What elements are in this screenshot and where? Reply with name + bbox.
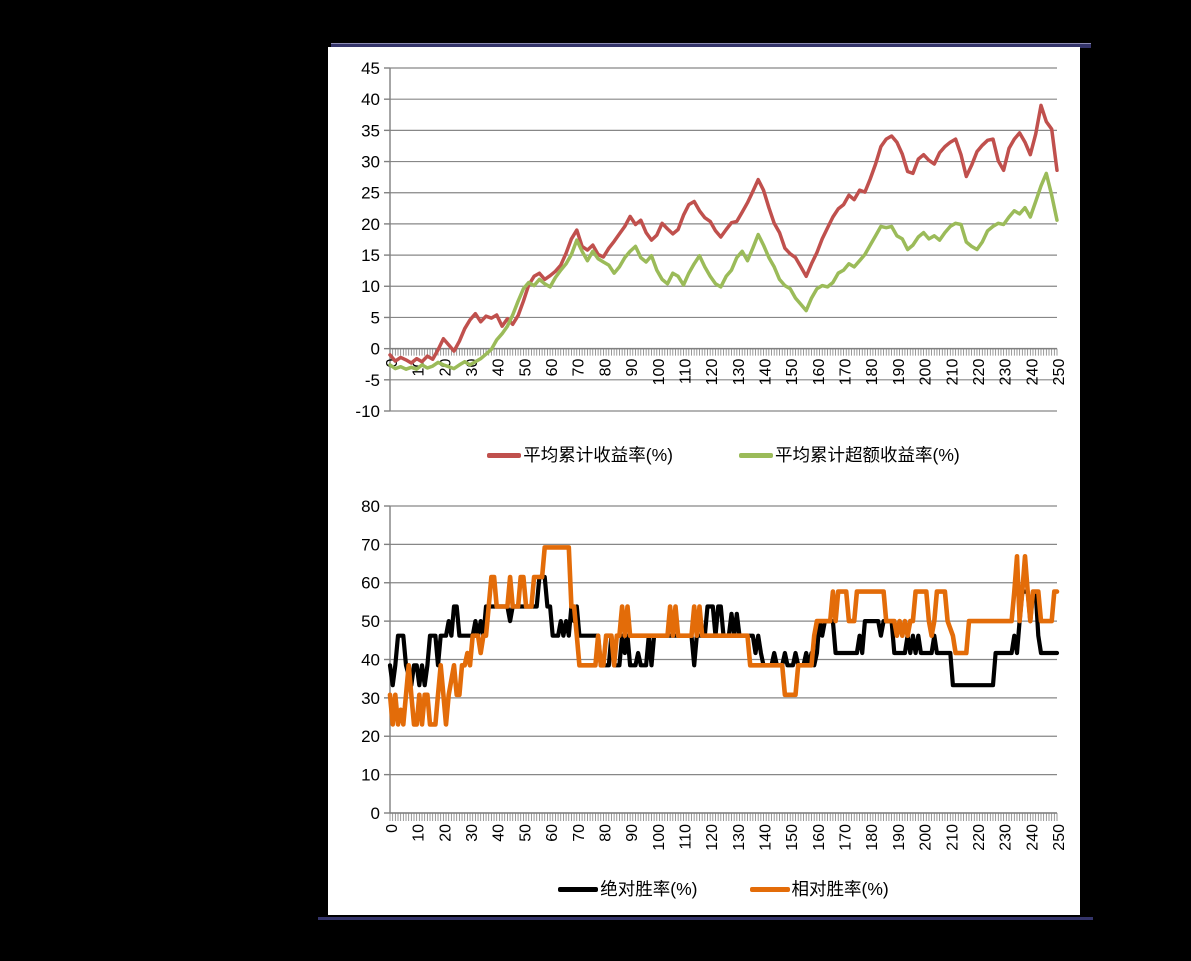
top-chart-legend: 平均累计收益率(%) 平均累计超额收益率(%) bbox=[390, 445, 1057, 465]
x-tick-label: 170 bbox=[838, 824, 855, 851]
x-tick-label: 120 bbox=[704, 824, 721, 851]
x-tick-label: 50 bbox=[517, 359, 534, 377]
x-tick-label: 240 bbox=[1024, 824, 1041, 851]
x-tick-label: 130 bbox=[731, 824, 748, 851]
x-tick-label: 220 bbox=[971, 359, 988, 386]
x-tick-label: 220 bbox=[971, 824, 988, 851]
x-tick-label: 80 bbox=[597, 824, 614, 842]
x-tick-label: 30 bbox=[464, 824, 481, 842]
charts-canvas: -10 -5 0 5 10 15 20 25 30 35 40 45 0 10 20 30 40 50 60 70 80… bbox=[355, 59, 1068, 851]
x-tick-label: 150 bbox=[784, 359, 801, 386]
x-tick-label: 140 bbox=[758, 359, 775, 386]
x-tick-label: 180 bbox=[864, 824, 881, 851]
x-tick-label: 200 bbox=[918, 824, 935, 851]
x-axis-tick-comb bbox=[389, 813, 1058, 821]
panel-bottom-border bbox=[318, 917, 1093, 920]
x-tick-label: 60 bbox=[544, 824, 561, 842]
y-tick-label: 0 bbox=[371, 340, 380, 359]
x-tick-label: 120 bbox=[704, 359, 721, 386]
bottom-chart: 0 10 20 30 40 50 60 70 80 0 10 20 30 40 50 60 70 80 90 100 1… bbox=[361, 497, 1068, 851]
legend-label: 相对胜率(%) bbox=[791, 879, 889, 899]
x-tick-label: 100 bbox=[651, 359, 668, 386]
x-axis-tick-comb bbox=[389, 348, 1058, 356]
y-tick-label: 40 bbox=[361, 90, 380, 109]
y-tick-label: -10 bbox=[355, 402, 380, 421]
chart-panel: -10 -5 0 5 10 15 20 25 30 35 40 45 0 10 20 30 40 50 60 70 80… bbox=[328, 47, 1080, 915]
y-tick-label: -5 bbox=[365, 371, 380, 390]
y-tick-label: 35 bbox=[361, 121, 380, 140]
legend-line-swatch-black bbox=[558, 887, 599, 893]
x-tick-label: 0 bbox=[384, 824, 401, 833]
x-tick-label: 140 bbox=[758, 824, 775, 851]
x-tick-label: 110 bbox=[677, 359, 694, 385]
y-tick-label: 45 bbox=[361, 59, 380, 78]
y-tick-label: 5 bbox=[371, 308, 380, 327]
legend-label: 平均累计收益率(%) bbox=[523, 445, 673, 465]
x-tick-label: 210 bbox=[944, 359, 961, 386]
x-tick-label: 40 bbox=[491, 359, 508, 377]
legend-label: 绝对胜率(%) bbox=[600, 879, 698, 899]
x-tick-label: 230 bbox=[998, 824, 1015, 851]
y-tick-label: 30 bbox=[361, 152, 380, 171]
legend-item-avg-cum-excess-return: 平均累计超额收益率(%) bbox=[739, 445, 960, 465]
x-tick-label: 150 bbox=[784, 824, 801, 851]
legend-item-relative-win-rate: 相对胜率(%) bbox=[749, 879, 889, 899]
x-tick-label: 160 bbox=[811, 359, 828, 386]
y-tick-label: 40 bbox=[361, 650, 380, 669]
x-tick-label: 20 bbox=[437, 824, 454, 842]
x-tick-label: 190 bbox=[891, 824, 908, 851]
top-chart-series-1 bbox=[388, 171, 1059, 371]
y-tick-label: 70 bbox=[361, 535, 380, 554]
y-tick-label: 10 bbox=[361, 766, 380, 785]
x-tick-label: 80 bbox=[597, 359, 614, 377]
x-tick-label: 0 bbox=[384, 359, 401, 368]
legend-item-absolute-win-rate: 绝对胜率(%) bbox=[558, 879, 698, 899]
y-tick-label: 10 bbox=[361, 277, 380, 296]
x-tick-label: 90 bbox=[624, 824, 641, 842]
x-tick-label: 110 bbox=[677, 824, 694, 850]
panel-top-border bbox=[331, 43, 1091, 48]
x-tick-label: 70 bbox=[571, 359, 588, 377]
y-tick-label: 20 bbox=[361, 727, 380, 746]
x-tick-label: 10 bbox=[411, 824, 428, 842]
x-tick-label: 180 bbox=[864, 359, 881, 386]
x-tick-label: 60 bbox=[544, 359, 561, 377]
y-tick-label: 20 bbox=[361, 215, 380, 234]
y-tick-label: 80 bbox=[361, 497, 380, 516]
top-chart-series-0 bbox=[388, 103, 1059, 365]
x-tick-label: 170 bbox=[838, 359, 855, 386]
y-tick-label: 0 bbox=[371, 804, 380, 823]
y-tick-label: 60 bbox=[361, 574, 380, 593]
y-tick-label: 25 bbox=[361, 184, 380, 203]
x-tick-label: 250 bbox=[1051, 359, 1068, 386]
legend-line-swatch-red bbox=[487, 453, 522, 459]
y-tick-label: 50 bbox=[361, 612, 380, 631]
x-tick-label: 190 bbox=[891, 359, 908, 386]
x-tick-label: 40 bbox=[491, 824, 508, 842]
legend-line-swatch-orange bbox=[749, 887, 790, 893]
y-tick-label: 30 bbox=[361, 689, 380, 708]
bottom-chart-legend: 绝对胜率(%) 相对胜率(%) bbox=[390, 879, 1057, 899]
x-tick-label: 250 bbox=[1051, 824, 1068, 851]
bottom-chart-series-1 bbox=[387, 545, 1060, 727]
x-tick-label: 70 bbox=[571, 824, 588, 842]
legend-label: 平均累计超额收益率(%) bbox=[775, 445, 960, 465]
x-tick-label: 210 bbox=[944, 824, 961, 851]
x-tick-label: 130 bbox=[731, 359, 748, 386]
legend-item-avg-cum-return: 平均累计收益率(%) bbox=[487, 445, 673, 465]
x-tick-label: 240 bbox=[1024, 359, 1041, 386]
y-tick-label: 15 bbox=[361, 246, 380, 265]
x-tick-label: 100 bbox=[651, 824, 668, 851]
x-tick-label: 50 bbox=[517, 824, 534, 842]
x-tick-label: 160 bbox=[811, 824, 828, 851]
x-tick-label: 90 bbox=[624, 359, 641, 377]
legend-line-swatch-green bbox=[739, 453, 773, 459]
x-tick-label: 200 bbox=[918, 359, 935, 386]
x-tick-label: 230 bbox=[998, 359, 1015, 386]
